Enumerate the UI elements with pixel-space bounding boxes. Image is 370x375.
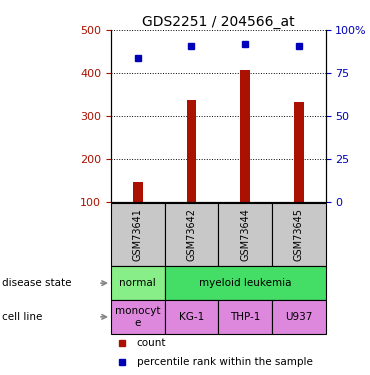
Text: myeloid leukemia: myeloid leukemia: [199, 278, 292, 288]
Text: count: count: [137, 338, 166, 348]
Bar: [218, 300, 272, 334]
Bar: [111, 300, 165, 334]
Bar: [133, 182, 143, 203]
Text: GSM73642: GSM73642: [186, 208, 196, 261]
Bar: [111, 202, 165, 266]
Bar: [165, 300, 218, 334]
Text: U937: U937: [285, 312, 312, 322]
Title: GDS2251 / 204566_at: GDS2251 / 204566_at: [142, 15, 295, 29]
Bar: [111, 266, 165, 300]
Bar: [272, 300, 326, 334]
Text: percentile rank within the sample: percentile rank within the sample: [137, 357, 313, 367]
Text: GSM73641: GSM73641: [133, 208, 143, 261]
Text: THP-1: THP-1: [230, 312, 260, 322]
Bar: [218, 202, 272, 266]
Text: GSM73645: GSM73645: [294, 208, 304, 261]
Text: KG-1: KG-1: [179, 312, 204, 322]
Text: monocyt
e: monocyt e: [115, 306, 161, 328]
Text: cell line: cell line: [2, 312, 43, 322]
Bar: [294, 102, 304, 202]
Bar: [186, 100, 196, 202]
Bar: [272, 202, 326, 266]
Bar: [165, 202, 218, 266]
Text: disease state: disease state: [2, 278, 72, 288]
Text: normal: normal: [120, 278, 156, 288]
Bar: [165, 266, 326, 300]
Text: GSM73644: GSM73644: [240, 208, 250, 261]
Bar: [240, 70, 250, 202]
